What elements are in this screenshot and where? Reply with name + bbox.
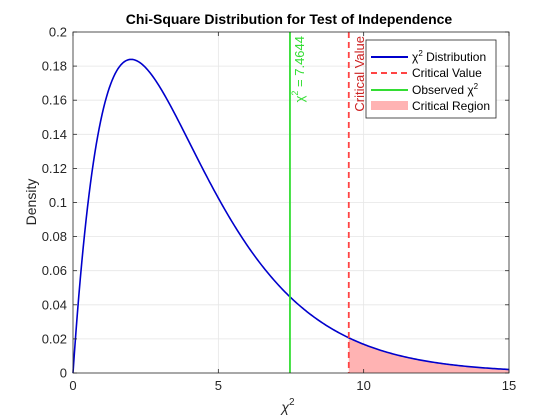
legend-observed-sup: 2 bbox=[474, 82, 479, 91]
y-ticks: 0 0.02 0.04 0.06 0.08 0.1 0.12 0.14 0.16 0.18 0.2 bbox=[42, 25, 509, 381]
legend-entry-critical-region: Critical Region bbox=[412, 99, 490, 113]
critical-region-fill bbox=[348, 337, 509, 373]
y-tick-label: 0.12 bbox=[42, 161, 67, 176]
y-axis-label: Density bbox=[23, 179, 39, 226]
legend-distribution-rest: Distribution bbox=[423, 50, 486, 64]
legend-distribution-chi: χ bbox=[412, 50, 419, 64]
legend-entry-distribution: χ2 Distribution bbox=[412, 49, 486, 64]
x-tick-label: 5 bbox=[215, 378, 222, 393]
legend-observed-chi: χ bbox=[467, 83, 474, 97]
legend-distribution-sup: 2 bbox=[418, 49, 423, 58]
legend-observed-base: Observed bbox=[412, 83, 467, 97]
observed-annotation-sup: 2 bbox=[290, 91, 300, 96]
chi-square-density-line bbox=[72, 58, 510, 374]
y-tick-label: 0.16 bbox=[42, 93, 67, 108]
x-axis-label-base: χ bbox=[279, 399, 289, 415]
y-tick-label: 0.04 bbox=[42, 297, 67, 312]
y-tick-label: 0.02 bbox=[42, 331, 67, 346]
x-axis-label-sup: 2 bbox=[289, 397, 295, 408]
y-tick-label: 0.18 bbox=[42, 59, 67, 74]
y-tick-label: 0.06 bbox=[42, 263, 67, 278]
y-tick-label: 0.08 bbox=[42, 229, 67, 244]
observed-annotation: χ2 = 7.4644 bbox=[290, 36, 307, 102]
y-tick-label: 0.2 bbox=[49, 25, 67, 40]
chart-title: Chi-Square Distribution for Test of Inde… bbox=[126, 11, 453, 27]
observed-annotation-value: = 7.4644 bbox=[292, 36, 307, 91]
y-tick-label: 0 bbox=[60, 366, 67, 381]
legend-entry-observed: Observed χ2 bbox=[412, 82, 479, 97]
y-tick-label: 0.1 bbox=[49, 195, 67, 210]
legend-swatch-critical-region bbox=[371, 101, 408, 110]
legend: χ2 Distribution Critical Value Observed … bbox=[365, 39, 497, 119]
x-tick-label: 0 bbox=[69, 378, 76, 393]
y-tick-label: 0.14 bbox=[42, 127, 67, 142]
legend-entry-critical-value: Critical Value bbox=[412, 66, 482, 80]
critical-value-annotation: Critical Value bbox=[352, 36, 367, 112]
x-axis-label: χ2 bbox=[279, 397, 295, 415]
x-tick-label: 10 bbox=[356, 378, 370, 393]
x-ticks: 0 5 10 15 bbox=[69, 32, 516, 393]
x-tick-label: 15 bbox=[502, 378, 516, 393]
observed-annotation-chi: χ bbox=[292, 95, 307, 102]
